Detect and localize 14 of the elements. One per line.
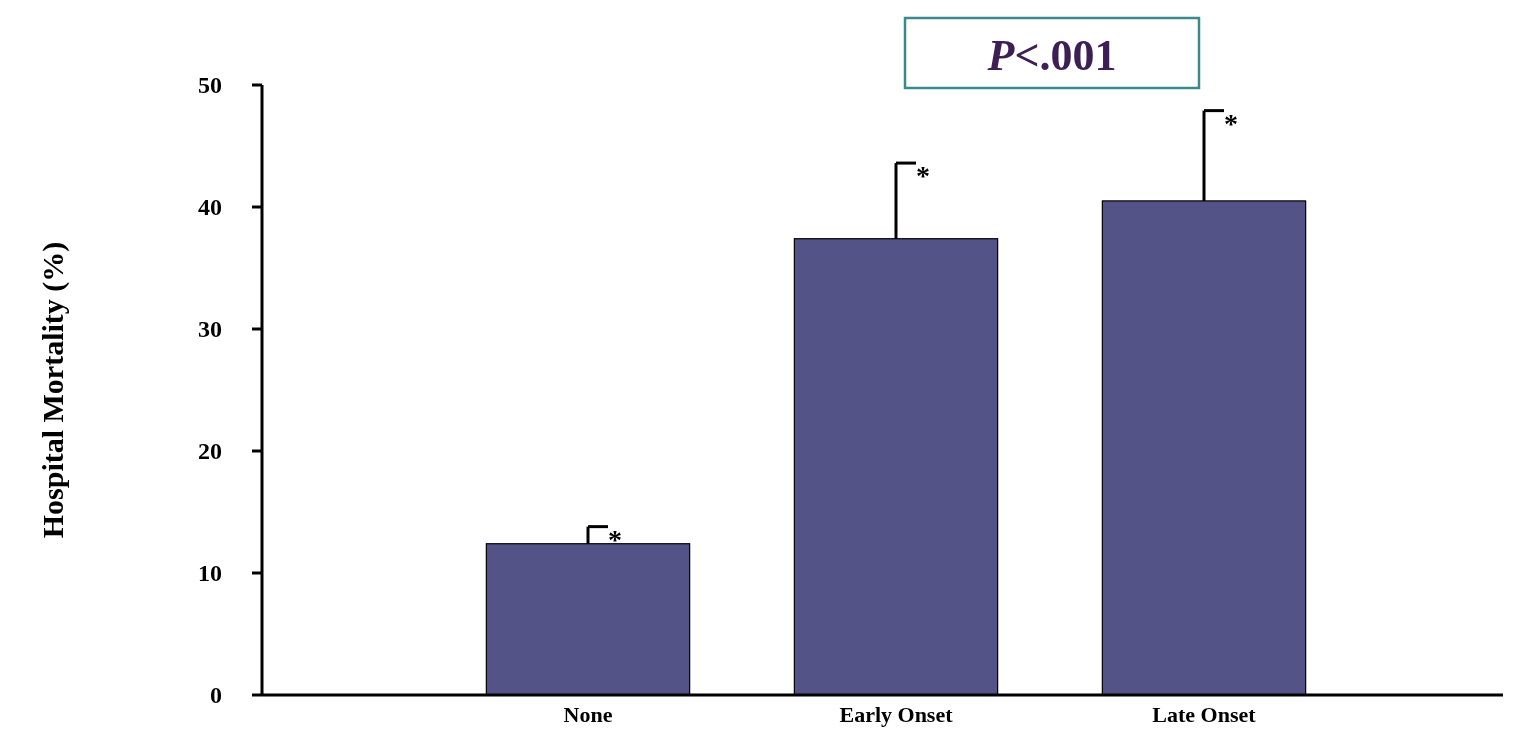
y-tick-label: 20 [198,438,222,465]
annotation: * [608,523,622,555]
text: P<.001 [986,31,1117,80]
annotation: * [1224,107,1238,139]
y-tick-label: 10 [198,560,222,587]
x-tick-label: Early Onset [839,702,954,727]
y-tick-label: 40 [198,194,222,221]
y-tick-label: 0 [210,682,222,709]
x-tick-label: None [563,702,613,727]
x-tick-label: Late Onset [1152,702,1257,727]
y-tick-label: 50 [198,72,222,99]
annotation: * [916,160,930,192]
y-tick-label: 30 [198,316,222,343]
y-axis-title: Hospital Mortality (%) [36,241,70,539]
